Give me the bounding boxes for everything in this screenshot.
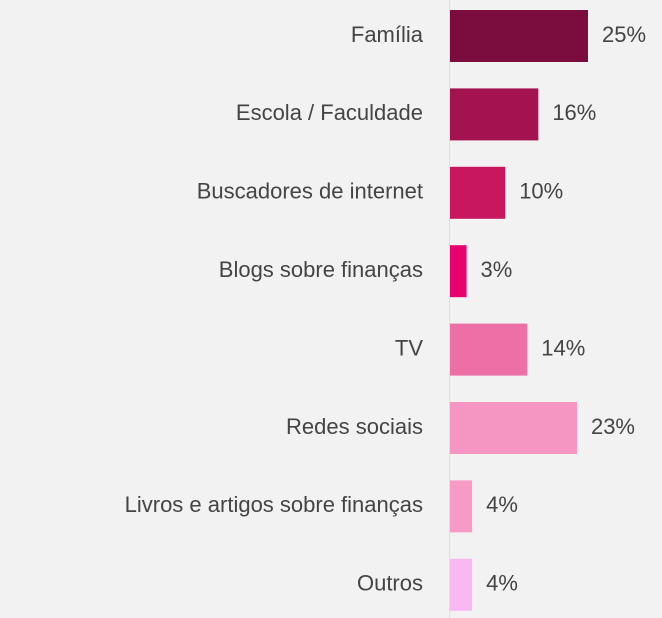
category-label: TV [395,335,423,360]
value-label: 10% [519,179,563,204]
bar [450,166,506,219]
category-label: Blogs sobre finanças [219,257,423,282]
category-label: Redes sociais [286,414,423,439]
bar [450,88,539,141]
value-label: 16% [552,100,596,125]
bar [450,402,577,454]
category-label: Buscadores de internet [197,179,423,204]
bar [450,480,473,533]
bar [450,245,467,298]
value-label: 4% [486,571,518,596]
value-label: 23% [591,414,635,439]
category-label: Outros [357,571,423,596]
value-label: 4% [486,492,518,517]
value-label: 3% [481,257,513,282]
category-label: Livros e artigos sobre finanças [125,492,423,517]
bar [450,323,528,376]
bar [450,558,473,611]
value-label: 14% [541,335,585,360]
bar [450,10,588,62]
category-label: Família [351,22,424,47]
value-label: 25% [602,22,646,47]
category-label: Escola / Faculdade [236,100,423,125]
